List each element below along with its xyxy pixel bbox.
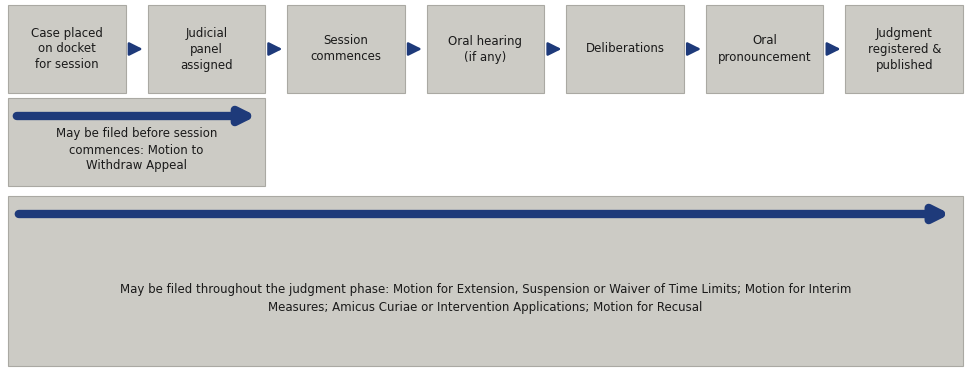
FancyBboxPatch shape: [287, 5, 405, 93]
Text: Judicial
panel
assigned: Judicial panel assigned: [180, 26, 233, 72]
FancyBboxPatch shape: [8, 196, 963, 366]
FancyBboxPatch shape: [566, 5, 684, 93]
Text: Deliberations: Deliberations: [586, 43, 664, 56]
Text: May be filed throughout the judgment phase: Motion for Extension, Suspension or : May be filed throughout the judgment pha…: [119, 282, 852, 313]
FancyBboxPatch shape: [148, 5, 265, 93]
Text: Oral hearing
(if any): Oral hearing (if any): [449, 35, 522, 63]
FancyBboxPatch shape: [8, 5, 125, 93]
Text: Session
commences: Session commences: [311, 35, 382, 63]
Text: May be filed before session
commences: Motion to
Withdraw Appeal: May be filed before session commences: M…: [56, 128, 218, 173]
FancyBboxPatch shape: [706, 5, 823, 93]
FancyBboxPatch shape: [846, 5, 963, 93]
FancyBboxPatch shape: [426, 5, 545, 93]
Text: Judgment
registered &
published: Judgment registered & published: [867, 26, 941, 72]
Text: Case placed
on docket
for session: Case placed on docket for session: [31, 26, 103, 72]
FancyBboxPatch shape: [8, 98, 265, 186]
Text: Oral
pronouncement: Oral pronouncement: [718, 35, 812, 63]
